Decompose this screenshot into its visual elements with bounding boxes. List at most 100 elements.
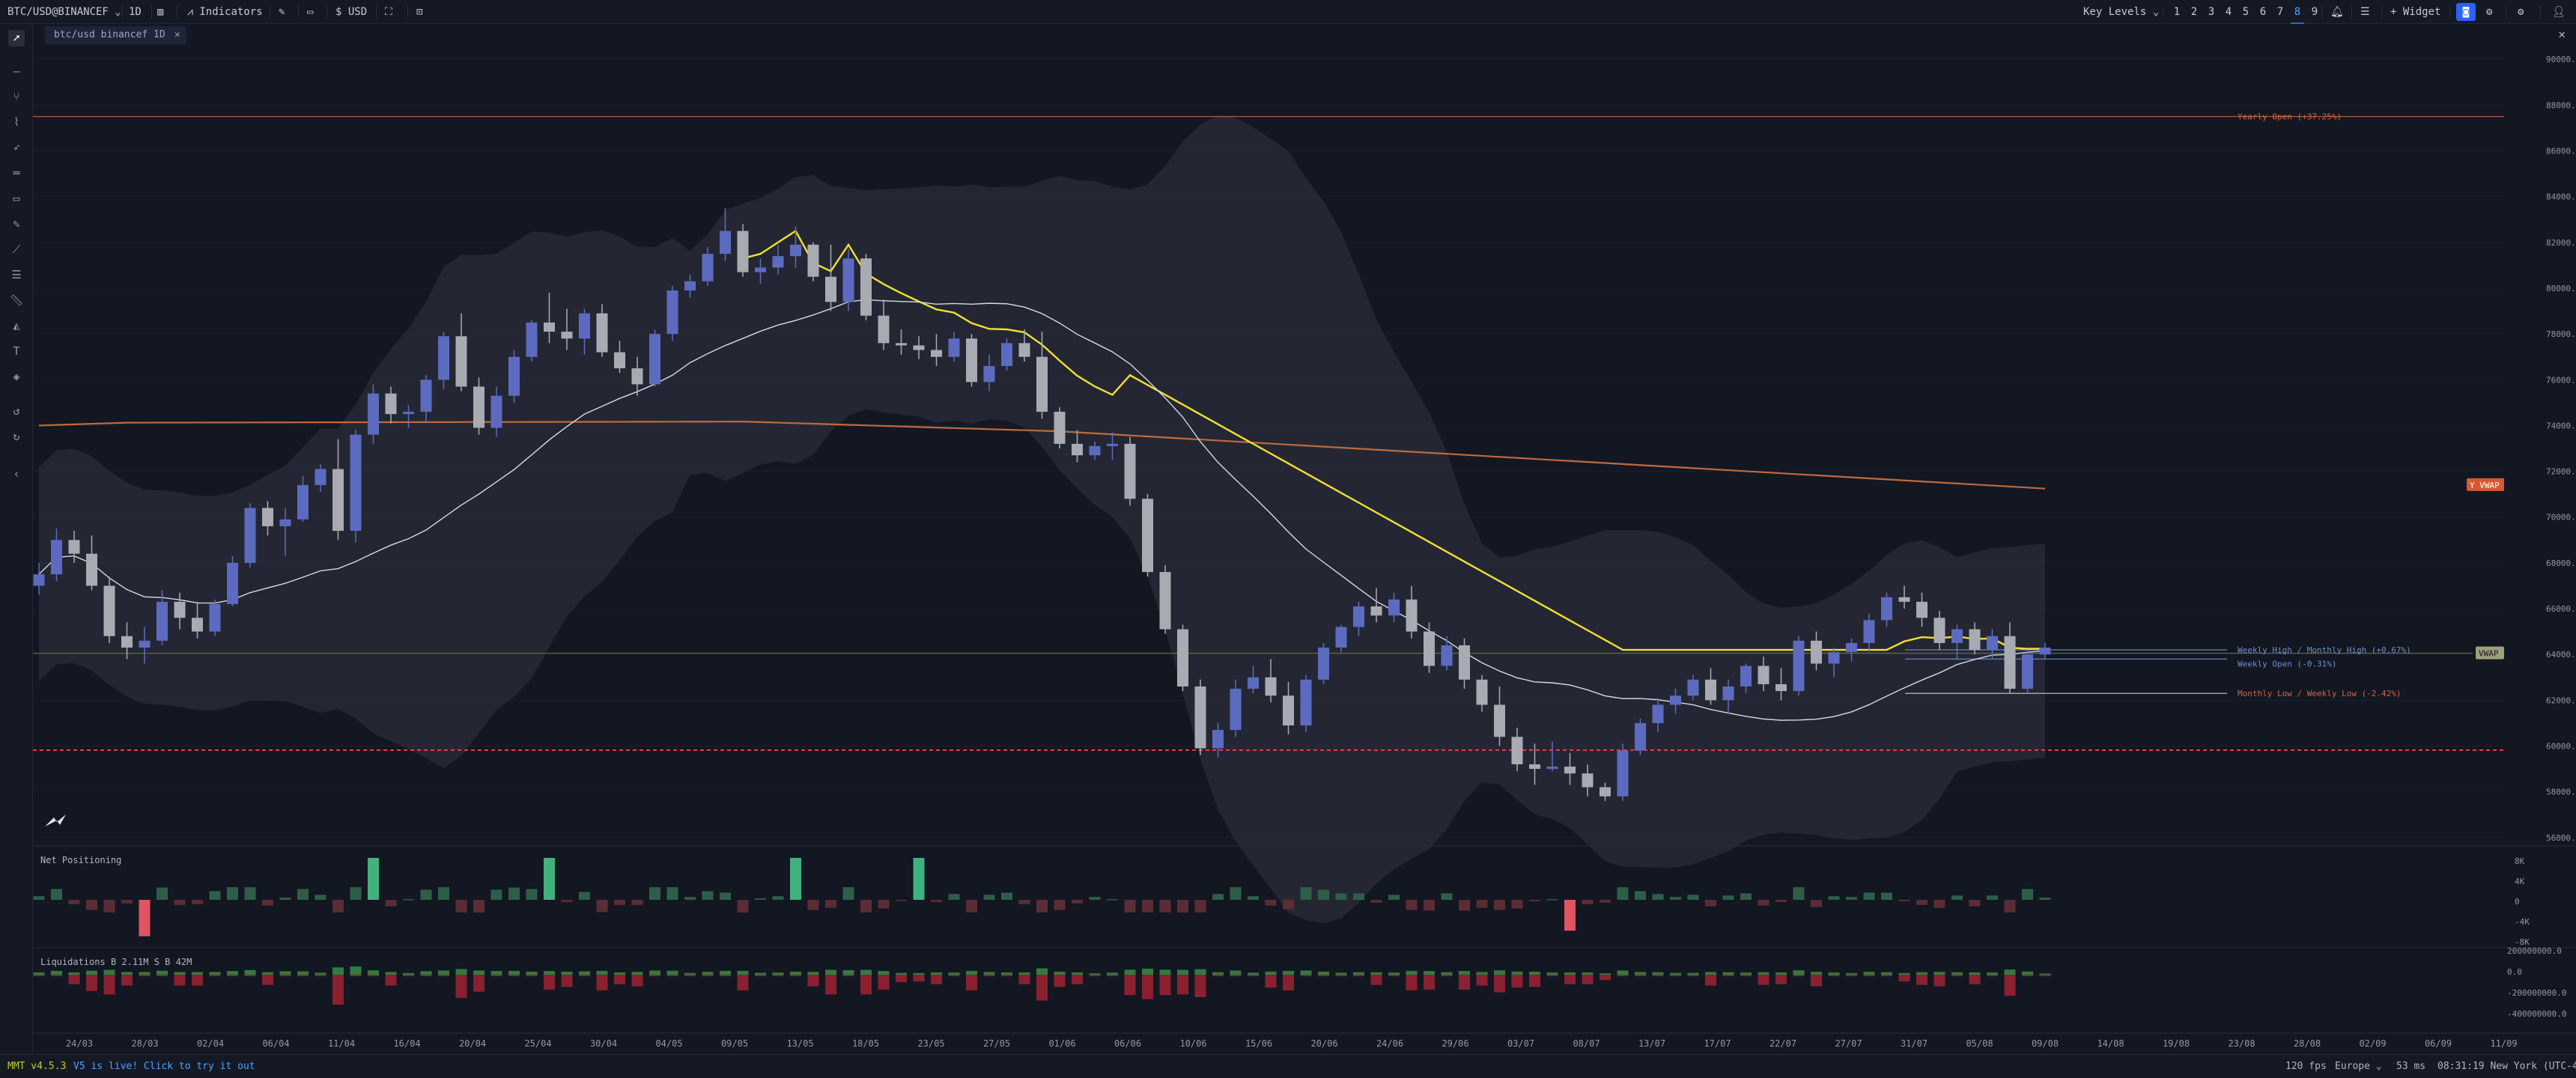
candle: [702, 246, 714, 286]
currency-button[interactable]: $ USD: [335, 6, 368, 18]
layers-icon[interactable]: ◈: [13, 370, 20, 383]
candle: [1933, 611, 1945, 651]
user-icon[interactable]: 👤︎: [2552, 6, 2566, 18]
folder-icon[interactable]: ▭: [307, 6, 314, 18]
candle-body: [878, 315, 890, 344]
indicators-label: Indicators: [199, 6, 263, 18]
price-tick: 64000.0: [2546, 650, 2576, 660]
candle-body: [596, 313, 608, 353]
trend-icon[interactable]: ⟋: [12, 243, 21, 256]
path-icon[interactable]: ⌇: [13, 115, 19, 129]
candle-body: [1951, 629, 1963, 643]
redo-icon[interactable]: ↻: [13, 430, 20, 443]
layout-button-4[interactable]: 4: [2225, 6, 2232, 18]
candle-body: [790, 244, 801, 257]
price-tick: 60000.0: [2546, 742, 2576, 752]
rectangle-icon[interactable]: ▭: [13, 192, 20, 205]
net-positioning-bar: [1107, 899, 1118, 901]
net-positioning-bar: [1617, 887, 1629, 900]
liquidation-short-bar: [403, 975, 414, 976]
pencil-icon[interactable]: ✎: [279, 6, 285, 18]
liquidation-short-bar: [1564, 975, 1576, 984]
layout-button-1[interactable]: 1: [2173, 6, 2181, 18]
candle-type-icon[interactable]: ▥: [157, 6, 164, 18]
chart-svg[interactable]: Yearly Open (+37.25%) Weekly High / Month…: [33, 46, 2576, 1054]
divider: [2450, 5, 2451, 19]
price-tick: 58000.0: [2546, 788, 2576, 797]
region-dropdown[interactable]: Europe ⌄: [2335, 1055, 2382, 1078]
liquidation-short-bar: [1230, 975, 1242, 976]
cursor-icon[interactable]: ➚: [8, 30, 25, 46]
candle-body: [614, 352, 625, 368]
net-positioning-bar: [720, 892, 731, 900]
layout-button-6[interactable]: 6: [2259, 6, 2267, 18]
layout-button-9[interactable]: 9: [2311, 6, 2318, 18]
snapshot-save-icon[interactable]: ⊡: [416, 6, 423, 18]
chart-area[interactable]: Yearly Open (+37.25%) Weekly High / Month…: [33, 46, 2576, 1054]
candle: [737, 224, 749, 277]
liquidation-short-bar: [1353, 975, 1364, 976]
layout-button-7[interactable]: 7: [2276, 6, 2284, 18]
candle: [385, 386, 397, 424]
candle-body: [1370, 606, 1382, 616]
liquidation-long-bar: [2022, 971, 2033, 975]
gear-icon[interactable]: ⚙: [2486, 6, 2493, 18]
area-icon[interactable]: ◭: [13, 319, 20, 332]
candle: [1987, 629, 1998, 660]
candle: [315, 464, 326, 493]
liquidation-long-bar: [1159, 969, 1171, 975]
camera-icon[interactable]: ◙: [2456, 3, 2476, 21]
parallel-lines-icon[interactable]: ═: [13, 166, 20, 180]
horizontal-line-icon[interactable]: —: [13, 64, 20, 78]
timeframe-button[interactable]: 1D: [129, 6, 142, 18]
bell-icon[interactable]: 🔔︎: [2330, 6, 2344, 18]
liquidation-short-bar: [1881, 975, 1892, 976]
indicators-button[interactable]: ⩘ Indicators: [187, 0, 263, 24]
close-icon[interactable]: ✕: [174, 29, 180, 40]
text-icon[interactable]: T: [13, 344, 20, 358]
ray-icon[interactable]: ➶: [13, 141, 20, 154]
undo-icon[interactable]: ↺: [13, 404, 20, 418]
chart-tab[interactable]: btc/usd binancef 1D ✕: [45, 26, 186, 44]
layout-button-5[interactable]: 5: [2242, 6, 2250, 18]
net-positioning-bar: [931, 900, 942, 902]
liquidation-long-bar: [1230, 970, 1242, 975]
candle: [1969, 622, 1981, 655]
candle-body: [262, 508, 273, 526]
fullscreen-icon[interactable]: ⛶: [385, 6, 392, 18]
candle-body: [1670, 695, 1681, 705]
window-close-icon[interactable]: ✕: [2558, 27, 2566, 41]
layout-button-3[interactable]: 3: [2208, 6, 2215, 18]
net-positioning-bar: [1582, 900, 1594, 904]
collapse-icon[interactable]: ‹: [13, 467, 20, 481]
liquidation-long-bar: [772, 972, 784, 975]
list-icon[interactable]: ☰: [2360, 6, 2370, 18]
liquidation-long-bar: [139, 972, 151, 975]
add-widget-button[interactable]: + Widget: [2390, 6, 2441, 18]
ruler-icon[interactable]: 📏︎: [9, 293, 24, 307]
liquidation-long-bar: [1089, 973, 1101, 975]
liquidation-long-bar: [931, 972, 942, 975]
net-positioning-bar: [579, 892, 590, 900]
layout-button-8[interactable]: 8: [2291, 0, 2304, 24]
key-levels-dropdown[interactable]: Key Levels ⌄: [2083, 0, 2159, 24]
layout-button-2[interactable]: 2: [2190, 6, 2198, 18]
settings-cog-icon[interactable]: ⚙: [2518, 6, 2524, 18]
candle: [1441, 636, 1453, 671]
symbol-selector[interactable]: BTC/USD@BINANCEF ⌄: [7, 0, 121, 24]
net-positioning-bar: [1353, 893, 1364, 900]
fib-icon[interactable]: ☰: [11, 268, 22, 281]
sma-line: [38, 299, 2046, 721]
fork-icon[interactable]: ⑂: [13, 90, 20, 103]
announcement-link[interactable]: V5 is live! Click to try it out: [73, 1061, 255, 1072]
chevron-down-icon: ⌄: [2375, 1061, 2382, 1072]
brush-icon[interactable]: ✎: [13, 217, 20, 231]
net-positioning-bar: [244, 887, 256, 900]
net-positioning-bar: [544, 857, 555, 900]
net-positioning-bar: [860, 900, 872, 913]
candle: [807, 242, 819, 281]
candle: [561, 308, 573, 350]
net-positioning-title: Net Positioning: [40, 855, 122, 865]
net-positioning-bar: [86, 900, 97, 910]
liquidation-short-bar: [1300, 975, 1312, 976]
